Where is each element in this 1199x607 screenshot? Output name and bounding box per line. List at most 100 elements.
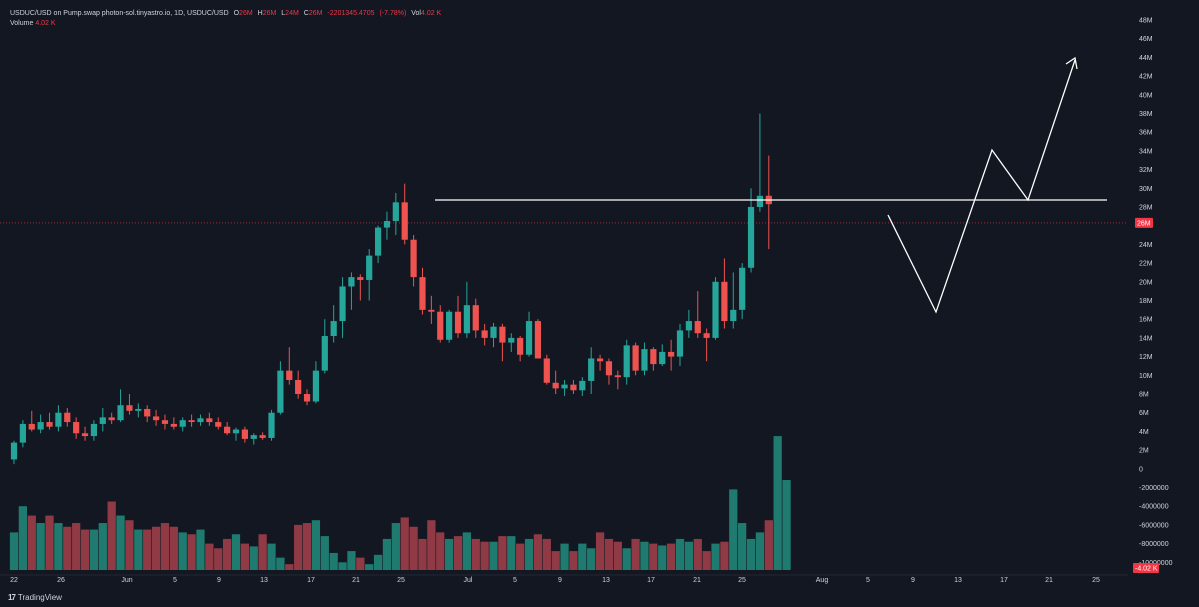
time-tick-label: 21 bbox=[693, 577, 701, 584]
volume-bar bbox=[711, 543, 720, 570]
volume-bar bbox=[231, 534, 241, 570]
candle-body bbox=[250, 435, 257, 439]
candle-body bbox=[437, 311, 444, 340]
volume-bar bbox=[267, 543, 276, 570]
candle-body bbox=[286, 370, 293, 380]
volume-bar bbox=[649, 543, 658, 570]
candle-body bbox=[659, 351, 666, 365]
tradingview-logo-icon: 17 bbox=[8, 593, 16, 602]
candle-body bbox=[197, 418, 204, 423]
time-tick-label: 17 bbox=[1000, 577, 1008, 584]
time-axis[interactable]: 22 26 Jun 5 9 13 17 21 25 Jul 5 9 13 17 21 25 Aug 5 9 13 17 2… bbox=[0, 574, 1128, 584]
volume-bar bbox=[285, 564, 294, 570]
price-tick-label: 6M bbox=[1139, 410, 1149, 417]
candle-body bbox=[463, 305, 470, 334]
volume-bar bbox=[134, 529, 143, 570]
candle-body bbox=[756, 195, 764, 207]
volume-bar bbox=[702, 551, 711, 570]
time-tick-label: 9 bbox=[217, 577, 221, 584]
vol-value: 4.02 K bbox=[420, 10, 442, 17]
candle-body bbox=[81, 433, 89, 437]
time-tick-label: 26 bbox=[57, 577, 65, 584]
volume-bar bbox=[143, 529, 152, 570]
candle-body bbox=[446, 311, 453, 340]
candle-body bbox=[259, 435, 266, 438]
volume-bar bbox=[18, 506, 28, 570]
volume-bar bbox=[320, 536, 329, 570]
price-tick-label: 32M bbox=[1139, 167, 1153, 174]
volume-bar bbox=[560, 543, 569, 570]
time-tick-label: 25 bbox=[738, 577, 746, 584]
time-tick-label: Aug bbox=[816, 577, 829, 584]
price-tick-label: 2M bbox=[1139, 448, 1149, 455]
time-tick-label: 13 bbox=[602, 577, 610, 584]
change-value: -2201345.4705 bbox=[327, 10, 375, 17]
candle-body bbox=[747, 207, 755, 268]
candle-body bbox=[374, 227, 382, 256]
volume-bar bbox=[151, 526, 161, 570]
candle-body bbox=[46, 422, 53, 427]
last-volume-label: -4.02 K bbox=[1135, 566, 1158, 573]
time-tick-label: 5 bbox=[866, 577, 870, 584]
candles bbox=[10, 113, 772, 465]
volume-bar bbox=[214, 548, 223, 570]
price-tick-label: 16M bbox=[1139, 317, 1153, 324]
price-tick-label: 14M bbox=[1139, 335, 1153, 342]
candle-body bbox=[170, 423, 177, 427]
time-tick-label: Jul bbox=[464, 577, 473, 584]
candle-body bbox=[117, 405, 124, 421]
candle-body bbox=[55, 412, 62, 427]
time-tick-label: 17 bbox=[307, 577, 315, 584]
candle-body bbox=[268, 412, 275, 438]
candle-body bbox=[419, 277, 426, 310]
candle-body bbox=[668, 351, 675, 357]
price-tick-label: 40M bbox=[1139, 92, 1153, 99]
volume-bar bbox=[258, 534, 267, 570]
candle-body bbox=[632, 345, 639, 371]
price-tick-label: 12M bbox=[1139, 354, 1153, 361]
candle-body bbox=[144, 408, 151, 417]
high-label: H bbox=[257, 10, 263, 17]
volume-bar bbox=[471, 538, 480, 570]
candle-body bbox=[552, 382, 559, 389]
volume-bar bbox=[382, 538, 392, 570]
tradingview-brand[interactable]: 17 TradingView bbox=[8, 593, 62, 602]
volume-bar bbox=[72, 523, 81, 570]
candle-body bbox=[428, 309, 435, 312]
time-tick-label: 22 bbox=[10, 577, 18, 584]
volume-bar bbox=[311, 520, 321, 570]
brand-name: TradingView bbox=[17, 593, 62, 602]
candle-body bbox=[73, 422, 80, 434]
candle-body bbox=[90, 423, 98, 437]
price-tick-label: 22M bbox=[1139, 261, 1153, 268]
volume-bar bbox=[684, 541, 694, 570]
volume-bar bbox=[444, 538, 454, 570]
volume-bar bbox=[498, 536, 507, 570]
price-tick-label: 4M bbox=[1139, 429, 1149, 436]
time-tick-label: 9 bbox=[911, 577, 915, 584]
low-label: L bbox=[281, 10, 286, 17]
volume-bar bbox=[400, 517, 409, 570]
volume-bar bbox=[36, 523, 45, 570]
candle-body bbox=[295, 379, 302, 394]
volume-bar bbox=[418, 538, 427, 570]
volume-bar bbox=[54, 523, 63, 570]
time-tick-label: 13 bbox=[260, 577, 268, 584]
price-tick-label: -8000000 bbox=[1139, 541, 1169, 548]
price-axis[interactable]: 48M 46M 44M 42M 40M 38M 36M 34M 32M 30M 28M 24M 22M 2… bbox=[1133, 18, 1173, 574]
volume-bar bbox=[98, 523, 107, 570]
candle-body bbox=[161, 420, 169, 424]
candle-body bbox=[570, 384, 577, 391]
price-tick-label: 24M bbox=[1139, 242, 1153, 249]
volume-bar bbox=[675, 538, 685, 570]
price-tick-label: 10M bbox=[1139, 373, 1153, 380]
volume-bar bbox=[80, 529, 90, 570]
volume-bar bbox=[196, 529, 205, 570]
volume-bar bbox=[480, 541, 489, 570]
time-tick-label: 13 bbox=[954, 577, 962, 584]
volume-bar bbox=[302, 523, 312, 570]
candle-body bbox=[108, 417, 115, 421]
candle-body bbox=[676, 330, 684, 357]
